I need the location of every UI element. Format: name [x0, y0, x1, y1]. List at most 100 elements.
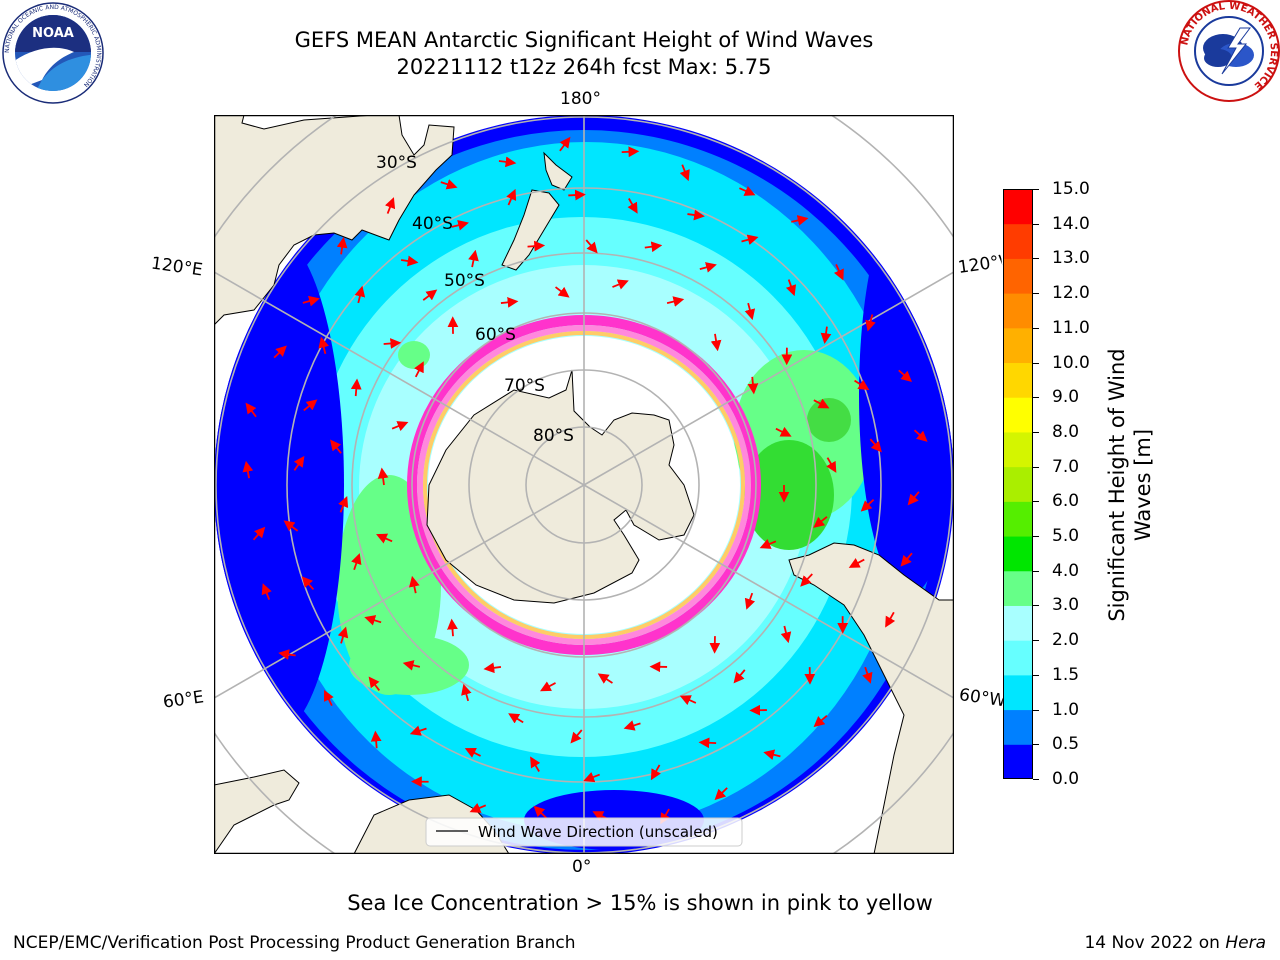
new-zealand-north — [543, 151, 573, 191]
credit-machine: Hera — [1225, 933, 1266, 953]
colorbar-tick-label: 13.0 — [1052, 248, 1090, 269]
wave-direction-arrow — [583, 772, 601, 783]
wave-direction-arrow — [337, 626, 349, 644]
wave-direction-arrow — [791, 215, 809, 226]
colorbar-segment — [1003, 501, 1033, 537]
colorbar-segment — [1003, 744, 1033, 779]
wave-direction-arrow — [303, 399, 318, 412]
colorbar-segment — [1003, 258, 1033, 294]
lat-label-60s: 60°S — [475, 325, 516, 345]
wave-direction-arrow — [759, 538, 777, 549]
colorbar — [1003, 189, 1033, 779]
wave-direction-arrow — [242, 460, 254, 479]
wave-direction-arrow — [336, 236, 348, 255]
wave-direction-arrow — [245, 402, 257, 418]
wave-direction-arrow — [559, 136, 571, 152]
wave-direction-arrow — [687, 209, 705, 221]
wave-direction-arrow — [261, 583, 272, 600]
wave-direction-arrow — [885, 611, 896, 628]
colorbar-tick-label: 11.0 — [1052, 317, 1090, 338]
colorbar-tick-mark — [1033, 501, 1039, 503]
colorbar-tick-label: 9.0 — [1052, 387, 1080, 408]
wind-wave-arrows — [242, 136, 928, 825]
colorbar-segment — [1003, 327, 1033, 364]
wave-direction-arrow — [498, 156, 517, 168]
wave-direction-arrow — [252, 526, 266, 541]
legend-label: Wind Wave Direction (unscaled) — [478, 823, 718, 841]
colorbar-tick-label: 7.0 — [1052, 456, 1080, 477]
credit-date: 14 Nov 2022 on — [1084, 933, 1226, 953]
colorbar-tick-label: 2.0 — [1052, 630, 1080, 651]
wave-direction-arrow — [283, 520, 299, 532]
wave-direction-arrow — [293, 455, 305, 471]
antarctic-wave-map: 30°S 40°S 50°S 60°S 70°S 80°S Wind Wave … — [214, 115, 954, 854]
colorbar-tick-label: 6.0 — [1052, 491, 1080, 512]
colorbar-segment — [1003, 466, 1033, 502]
wave-direction-arrow — [530, 756, 541, 772]
colorbar-segment — [1003, 431, 1033, 468]
wave-direction-arrow — [597, 673, 613, 684]
wave-direction-arrow — [483, 662, 502, 674]
wave-direction-arrow — [409, 725, 427, 736]
wave-direction-arrow — [860, 498, 875, 512]
colorbar-segment — [1003, 674, 1033, 711]
wave-direction-arrow — [324, 689, 334, 706]
colorbar-tick-mark — [1033, 709, 1039, 711]
lon-label-0: 0° — [572, 857, 592, 877]
lon-label-60e: 60°E — [161, 687, 206, 713]
colorbar-tick-label: 14.0 — [1052, 213, 1090, 234]
wave-direction-arrow — [384, 197, 396, 214]
wave-direction-arrow — [679, 164, 690, 182]
colorbar-tick-mark — [1033, 362, 1039, 364]
sea-ice-note: Sea Ice Concentration > 15% is shown in … — [347, 891, 933, 915]
lat-label-30s: 30°S — [376, 153, 417, 173]
wave-direction-arrow — [644, 241, 663, 253]
wave-direction-arrow — [376, 533, 393, 544]
wave-direction-arrow — [318, 336, 329, 355]
lat-label-70s: 70°S — [504, 376, 545, 396]
wave-direction-arrow — [554, 286, 570, 298]
wave-direction-arrow — [391, 421, 409, 432]
colorbar-tick-label: 1.0 — [1052, 699, 1080, 720]
chart-subtitle: 20221112 t12z 264h fcst Max: 5.75 — [396, 55, 772, 79]
lat-label-40s: 40°S — [412, 214, 453, 234]
map-legend: Wind Wave Direction (unscaled) — [425, 817, 743, 847]
wave-direction-arrow — [370, 730, 382, 749]
colorbar-tick-label: 3.0 — [1052, 595, 1080, 616]
svg-text:NOAA: NOAA — [32, 26, 74, 41]
colorbar-tick-mark — [1033, 431, 1039, 433]
colorbar-segment — [1003, 397, 1033, 433]
wave-direction-arrow — [813, 715, 828, 728]
credit-left: NCEP/EMC/Verification Post Processing Pr… — [13, 933, 576, 953]
wave-direction-arrow — [826, 457, 837, 473]
colorbar-tick-mark — [1033, 605, 1039, 607]
wave-direction-arrow — [775, 426, 792, 437]
wave-direction-arrow — [741, 234, 759, 245]
wave-direction-arrow — [848, 558, 865, 568]
lat-label-50s: 50°S — [444, 271, 485, 291]
colorbar-tick-label: 0.0 — [1052, 769, 1080, 789]
colorbar-segment — [1003, 605, 1033, 641]
colorbar-tick-label: 12.0 — [1052, 283, 1090, 304]
wave-direction-arrow — [301, 576, 315, 591]
wave-direction-arrow — [744, 592, 756, 610]
wave-direction-arrow — [570, 729, 583, 744]
wave-direction-arrow — [533, 805, 547, 819]
australia — [214, 115, 455, 326]
wave-direction-arrow — [710, 333, 722, 352]
wave-direction-arrow — [330, 439, 342, 454]
wave-direction-arrow — [278, 649, 296, 660]
wave-direction-arrow — [666, 296, 685, 307]
wave-direction-arrow — [500, 296, 519, 308]
wave-direction-arrow — [627, 198, 638, 214]
wave-direction-arrow — [585, 239, 598, 254]
wave-direction-arrow — [913, 429, 928, 442]
wave-direction-arrow — [907, 491, 920, 506]
colorbar-segment — [1003, 293, 1033, 329]
wave-direction-arrow — [813, 516, 828, 528]
lon-label-60w: 60°W — [957, 685, 1005, 711]
colorbar-segment — [1003, 536, 1033, 572]
new-zealand-south — [501, 189, 560, 271]
graticule — [214, 115, 954, 854]
colorbar-segment — [1003, 223, 1033, 259]
